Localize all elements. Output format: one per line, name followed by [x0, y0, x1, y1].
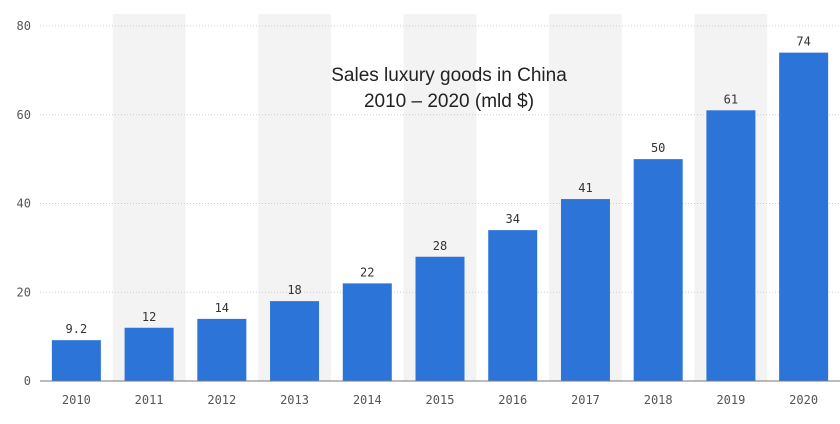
bar — [633, 159, 683, 381]
bar — [488, 230, 538, 381]
x-tick-label: 2010 — [62, 393, 91, 407]
y-tick-label: 40 — [17, 197, 31, 211]
x-tick-label: 2015 — [426, 393, 455, 407]
x-tick-label: 2011 — [135, 393, 164, 407]
y-tick-label: 80 — [17, 19, 31, 33]
bar-value-label: 61 — [724, 92, 738, 106]
bar — [197, 318, 247, 381]
chart-title: Sales luxury goods in China 2010 – 2020 … — [331, 65, 567, 112]
y-tick-label: 20 — [17, 285, 31, 299]
bar-value-label: 41 — [578, 181, 592, 195]
bar — [342, 283, 392, 381]
x-axis-ticks: 2010 2011 2012 2013 2014 2015 2016 2017 2018 2019… — [62, 393, 818, 407]
bar-value-label: 34 — [506, 212, 520, 226]
bar-value-label: 74 — [796, 35, 810, 49]
bar-value-label: 22 — [360, 265, 374, 279]
x-tick-label: 2016 — [498, 393, 527, 407]
bar-value-label: 14 — [215, 301, 229, 315]
bar-value-label: 28 — [433, 239, 447, 253]
chart-title-line-1: Sales luxury goods in China — [331, 65, 567, 86]
y-tick-label: 60 — [17, 108, 31, 122]
x-tick-label: 2019 — [716, 393, 745, 407]
chart-title-line-2: 2010 – 2020 (mld $) — [364, 91, 534, 112]
x-tick-label: 2018 — [644, 393, 673, 407]
x-tick-label: 2014 — [353, 393, 382, 407]
x-tick-label: 2013 — [280, 393, 309, 407]
bar-value-label: 50 — [651, 141, 665, 155]
bar — [51, 340, 101, 381]
bar-value-label: 12 — [142, 310, 156, 324]
bar — [415, 256, 465, 381]
bar — [706, 110, 756, 381]
bar — [779, 52, 829, 381]
x-tick-label: 2020 — [789, 393, 818, 407]
column-band — [112, 14, 186, 381]
bar — [124, 327, 174, 381]
y-tick-label: 0 — [24, 374, 31, 388]
x-tick-label: 2017 — [571, 393, 600, 407]
bar-value-label: 18 — [287, 283, 301, 297]
y-axis-ticks: 0 20 40 60 80 — [17, 19, 31, 388]
bar — [560, 199, 610, 381]
data-labels: 9.2 12 14 18 22 28 34 41 50 61 74 — [66, 35, 811, 337]
bar-value-label: 9.2 — [66, 322, 88, 336]
bar-series — [51, 52, 829, 381]
x-tick-label: 2012 — [207, 393, 236, 407]
bar — [270, 301, 320, 381]
